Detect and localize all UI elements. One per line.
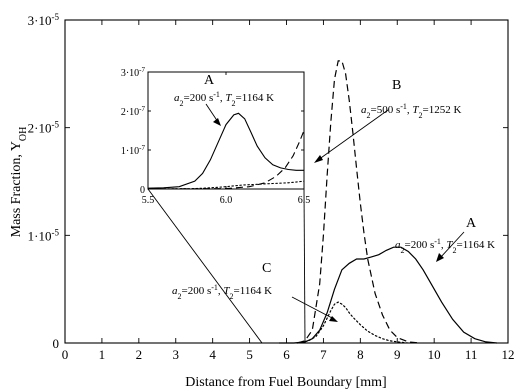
inset-y-tick-label: 0 (140, 185, 145, 196)
annotation-A-main: A a2=200 s-1, T2=1164 K (395, 216, 495, 262)
annotation-B-letter: B (392, 78, 401, 93)
main-y-tick-label: 0 (53, 336, 60, 351)
annotation-A-inset-params: a2=200 s-1, T2=1164 K (174, 90, 274, 108)
inset-connector-right (303, 188, 306, 344)
x-axis-title: Distance from Fuel Boundary [mm] (185, 375, 386, 390)
main-x-tick-label: 8 (357, 347, 364, 362)
main-y-tick-base: 3·10 (28, 13, 52, 28)
main-y-tick-base: 2·10 (28, 121, 52, 136)
main-series-C-line (297, 301, 409, 344)
main-y-tick-base: 1·10 (28, 228, 52, 243)
main-series-group (279, 60, 497, 344)
main-x-tick-label: 4 (209, 347, 216, 362)
inset-series-C-line (147, 180, 305, 190)
main-y-tick-base: 0 (53, 336, 60, 351)
main-x-tick-label: 5 (246, 347, 253, 362)
annotation-C-arrowhead (329, 316, 338, 322)
main-y-tick-label: 1·10-5 (28, 227, 60, 243)
inset-y-tick-base: 0 (140, 185, 145, 196)
annotation-C-params: a2=200 s-1, T2=1164 K (172, 283, 272, 301)
annotation-A-main-params: a2=200 s-1, T2=1164 K (395, 237, 495, 255)
main-x-tick-label: 7 (320, 347, 327, 362)
inset-y-tick-exp: -7 (139, 144, 145, 152)
main-y-tick-label: 3·10-5 (28, 12, 60, 28)
main-x-tick-label: 10 (428, 347, 441, 362)
inset-x-tick-label: 6.0 (220, 195, 233, 206)
annotation-B-params: a2=500 s-1, T2=1252 K (361, 102, 462, 120)
main-series-B-line (297, 60, 420, 344)
main-y-tick-exp: -5 (52, 12, 60, 22)
main-y-tick-exp: -5 (52, 120, 60, 130)
inset-plot: 5.5 6.0 6.501·10-72·10-73·10-7 (121, 66, 310, 206)
annotation-A-main-leader (439, 231, 465, 259)
main-x-tick-label: 3 (173, 347, 180, 362)
main-x-tick-label: 11 (465, 347, 478, 362)
main-x-tick-label: 6 (283, 347, 290, 362)
main-x-tick-label: 0 (62, 347, 69, 362)
inset-series-B-line (147, 130, 305, 190)
main-y-tick-exp: -5 (52, 227, 60, 237)
inset-connector-left (147, 188, 263, 344)
annotation-C: C a2=200 s-1, T2=1164 K (172, 261, 338, 322)
inset-y-tick-base: 1·10 (121, 146, 139, 157)
inset-y-tick-base: 3·10 (121, 68, 139, 79)
inset-series-group (147, 112, 305, 190)
inset-y-tick-exp: -7 (139, 105, 145, 113)
inset-series-A-line (147, 112, 304, 189)
inset-y-tick-exp: -7 (139, 66, 145, 74)
annotation-C-letter: C (262, 261, 271, 276)
annotation-B: B a2=500 s-1, T2=1252 K (314, 78, 462, 163)
annotation-A-inset-letter: A (204, 73, 215, 88)
annotation-B-leader (317, 109, 389, 161)
inset-y-tick-base: 2·10 (121, 107, 139, 118)
main-x-tick-label: 12 (502, 347, 515, 362)
inset-x-tick-label: 5.5 (142, 195, 155, 206)
y-axis-title: Mass Fraction, YOH (9, 127, 29, 238)
annotation-A-main-arrowhead (436, 253, 444, 262)
annotation-A-main-letter: A (466, 216, 477, 231)
annotation-B-arrowhead (314, 155, 323, 163)
annotation-A-inset-arrowhead (213, 118, 221, 126)
annotation-A-inset: A a2=200 s-1, T2=1164 K (174, 73, 274, 126)
main-x-tick-label: 1 (99, 347, 106, 362)
main-series-A-line (279, 246, 497, 344)
inset-y-tick-label: 2·10-7 (121, 105, 146, 118)
inset-y-tick-label: 3·10-7 (121, 66, 146, 79)
inset-y-tick-label: 1·10-7 (121, 144, 146, 157)
main-x-tick-label: 2 (136, 347, 143, 362)
annotation-C-leader (291, 296, 335, 320)
main-x-tick-label: 9 (394, 347, 401, 362)
main-y-tick-label: 2·10-5 (28, 120, 60, 136)
annotation-A-inset-leader (205, 103, 219, 123)
